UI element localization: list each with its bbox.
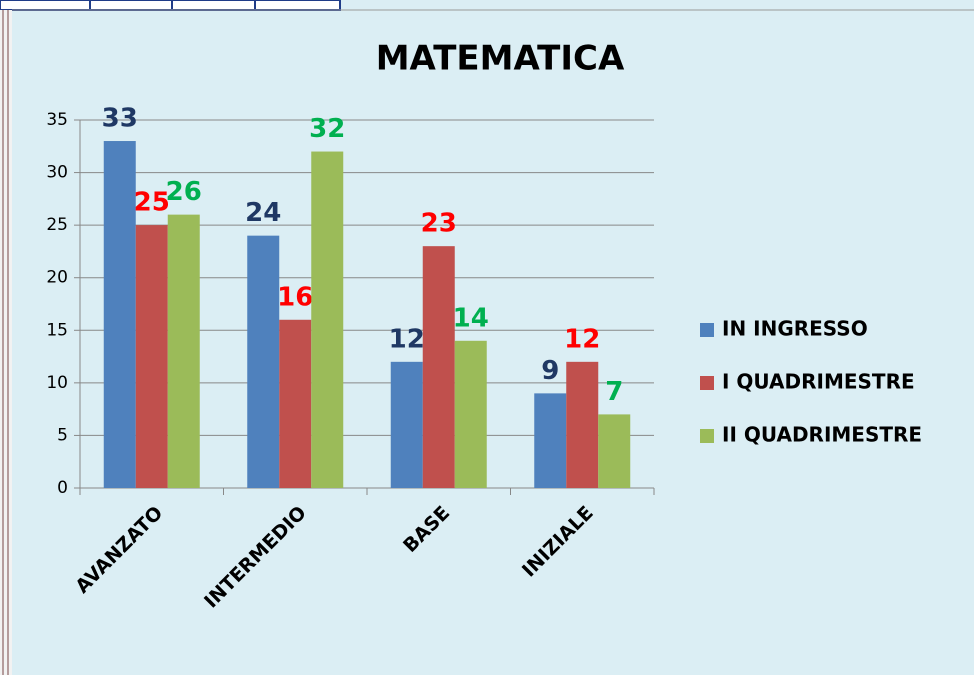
y-tick-label: 5 — [57, 425, 68, 445]
bar — [534, 393, 567, 488]
value-label: 12 — [564, 324, 600, 354]
value-label: 16 — [277, 282, 313, 312]
bar — [103, 141, 136, 488]
y-tick-label: 20 — [46, 268, 68, 288]
bar — [279, 319, 312, 488]
value-label: 14 — [453, 303, 489, 333]
tab-strip — [0, 0, 341, 11]
bar — [422, 246, 455, 488]
legend-label: IN INGRESSO — [722, 317, 868, 341]
legend-swatch — [700, 323, 714, 337]
legend-label: I QUADRIMESTRE — [722, 370, 915, 394]
bar — [135, 225, 168, 488]
bar — [167, 214, 200, 488]
value-label: 25 — [134, 188, 170, 218]
frame-left — [0, 10, 12, 675]
legend-swatch — [700, 376, 714, 390]
value-label: 12 — [389, 324, 425, 354]
y-tick-label: 25 — [46, 215, 68, 235]
bar — [311, 151, 344, 489]
y-tick-label: 10 — [46, 373, 68, 393]
value-label: 33 — [102, 104, 138, 134]
bar — [390, 361, 423, 488]
value-label: 9 — [541, 356, 559, 386]
value-label: 32 — [309, 114, 345, 144]
y-tick-label: 0 — [57, 478, 68, 498]
bar — [247, 235, 280, 488]
value-label: 23 — [421, 209, 457, 239]
legend-swatch — [700, 429, 714, 443]
y-tick-label: 15 — [46, 320, 68, 340]
bar — [454, 340, 487, 488]
value-label: 26 — [166, 177, 202, 207]
y-tick-label: 35 — [46, 110, 68, 130]
bar — [598, 414, 631, 488]
value-label: 7 — [605, 377, 623, 407]
bar — [566, 361, 599, 488]
legend-label: II QUADRIMESTRE — [722, 423, 922, 447]
value-label: 24 — [245, 198, 281, 228]
chart-title: MATEMATICA — [376, 39, 625, 79]
y-tick-label: 30 — [46, 163, 68, 183]
